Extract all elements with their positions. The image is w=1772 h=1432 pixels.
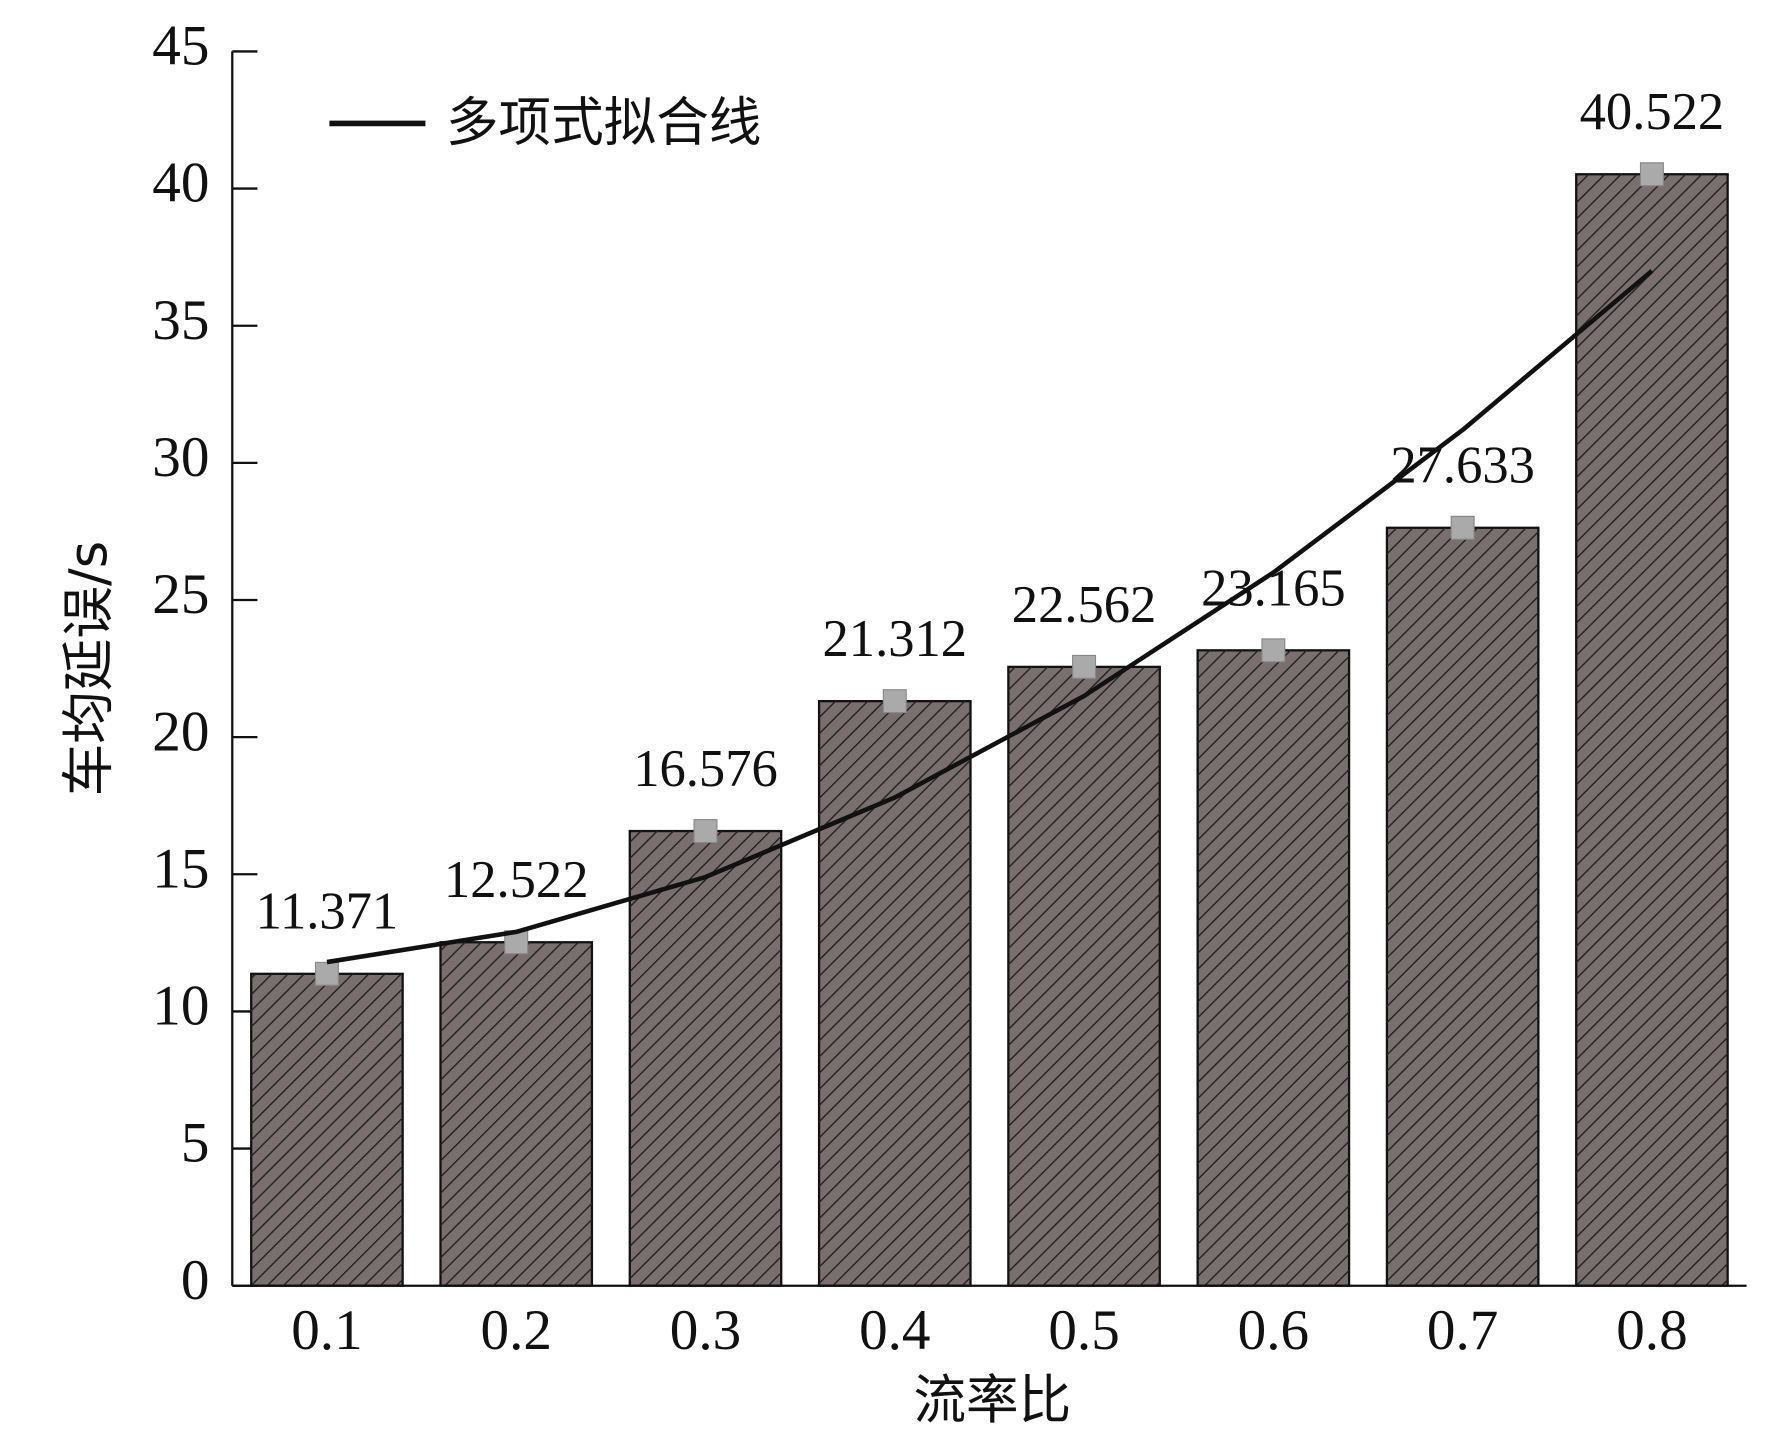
bar-hatch xyxy=(629,831,782,1286)
bar-marker xyxy=(882,689,907,714)
y-tick-label: 35 xyxy=(152,289,209,352)
x-axis-title: 流率比 xyxy=(913,1370,1071,1431)
y-tick-label: 30 xyxy=(152,426,209,489)
x-tick-label: 0.2 xyxy=(481,1299,552,1362)
data-label: 12.522 xyxy=(444,851,589,909)
y-tick-label: 10 xyxy=(152,975,209,1038)
bar-marker xyxy=(1261,638,1286,663)
data-label: 23.165 xyxy=(1201,559,1346,617)
y-axis-title: 车均延误/s xyxy=(58,541,119,796)
bar-hatch xyxy=(1197,650,1350,1286)
y-tick-label: 45 xyxy=(152,15,209,78)
x-tick-label: 0.7 xyxy=(1427,1299,1498,1362)
y-tick-label: 20 xyxy=(152,700,209,763)
bar-marker xyxy=(1450,515,1475,540)
bar-hatch xyxy=(440,942,592,1286)
data-label: 40.522 xyxy=(1580,83,1725,141)
fit-line xyxy=(326,269,1654,965)
legend-label: 多项式拟合线 xyxy=(446,92,761,153)
x-tick-label: 0.8 xyxy=(1616,1299,1687,1362)
y-tick-label: 40 xyxy=(152,152,209,215)
x-tick-label: 0.5 xyxy=(1048,1299,1119,1362)
x-tick-label: 0.6 xyxy=(1238,1299,1309,1362)
bar-hatch xyxy=(251,973,403,1286)
data-label: 22.562 xyxy=(1012,576,1157,634)
bar-marker xyxy=(1072,654,1097,679)
bar-hatch xyxy=(1386,527,1539,1286)
y-tick-label: 0 xyxy=(181,1249,210,1312)
y-tick-label: 5 xyxy=(181,1112,210,1175)
y-tick-label: 15 xyxy=(152,837,209,900)
x-tick-label: 0.4 xyxy=(859,1299,930,1362)
data-label: 11.371 xyxy=(256,883,399,941)
data-label: 21.312 xyxy=(823,610,968,668)
bar-marker xyxy=(693,819,718,844)
data-label: 16.576 xyxy=(633,740,778,798)
x-tick-label: 0.1 xyxy=(291,1299,362,1362)
bar-hatch xyxy=(1576,174,1728,1286)
x-tick-label: 0.3 xyxy=(670,1299,741,1362)
bar-marker xyxy=(1639,162,1664,187)
y-tick-label: 25 xyxy=(152,563,209,626)
bar-hatch xyxy=(1008,666,1160,1286)
bar-hatch xyxy=(819,701,971,1286)
bar-marker xyxy=(314,961,339,986)
